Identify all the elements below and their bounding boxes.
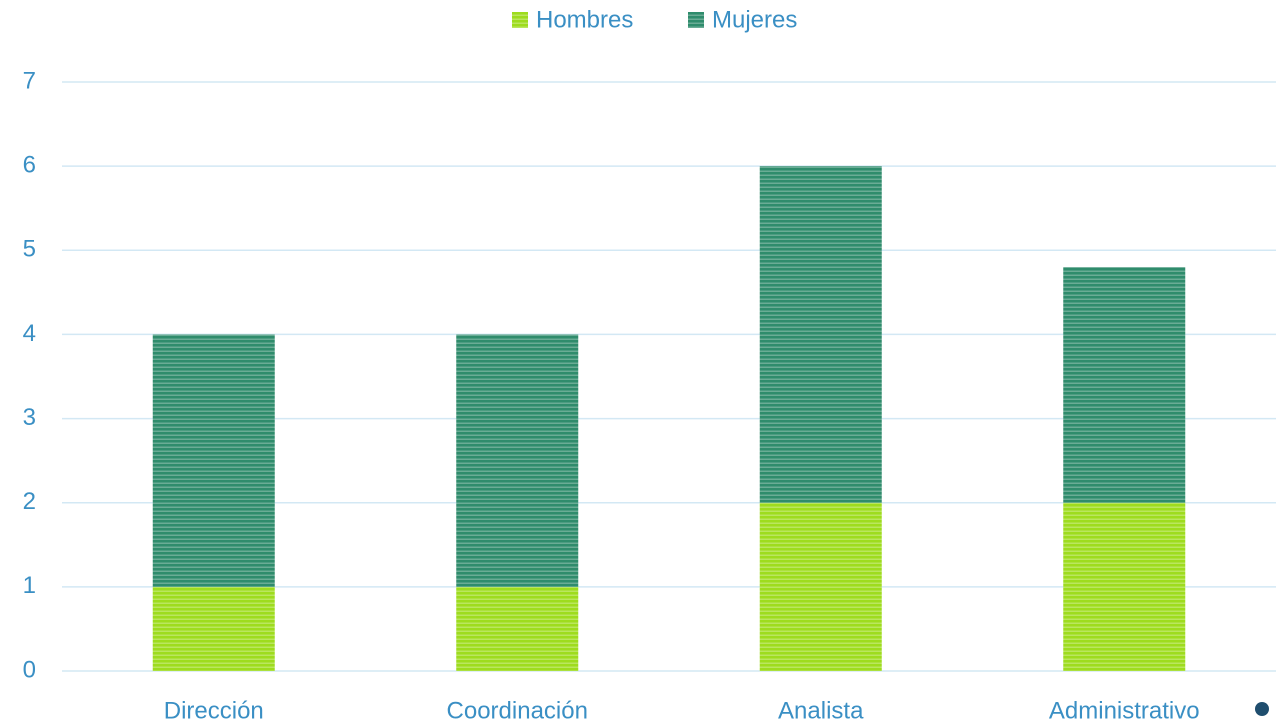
bar-segment	[456, 334, 579, 587]
bar-segment	[456, 586, 579, 671]
x-tick-label: Dirección	[164, 697, 264, 724]
y-tick-label: 3	[23, 404, 36, 431]
legend-label: Mujeres	[712, 6, 797, 33]
bar-segment	[152, 334, 275, 587]
legend-swatch	[688, 12, 704, 28]
bar-segment	[1063, 502, 1186, 671]
legend-label: Hombres	[536, 6, 633, 33]
corner-dot	[1255, 702, 1269, 716]
bar-segment	[759, 166, 882, 503]
y-tick-label: 0	[23, 656, 36, 683]
y-tick-label: 7	[23, 67, 36, 94]
y-tick-label: 2	[23, 488, 36, 515]
y-tick-label: 1	[23, 572, 36, 599]
y-tick-label: 5	[23, 236, 36, 263]
y-tick-label: 6	[23, 151, 36, 178]
legend-swatch	[512, 12, 528, 28]
x-tick-label: Analista	[778, 697, 864, 724]
bar-segment	[1063, 267, 1186, 503]
x-tick-label: Coordinación	[447, 697, 588, 724]
bar-segment	[152, 586, 275, 671]
y-tick-label: 4	[23, 320, 36, 347]
x-tick-label: Administrativo	[1049, 697, 1200, 724]
bar-segment	[759, 502, 882, 671]
